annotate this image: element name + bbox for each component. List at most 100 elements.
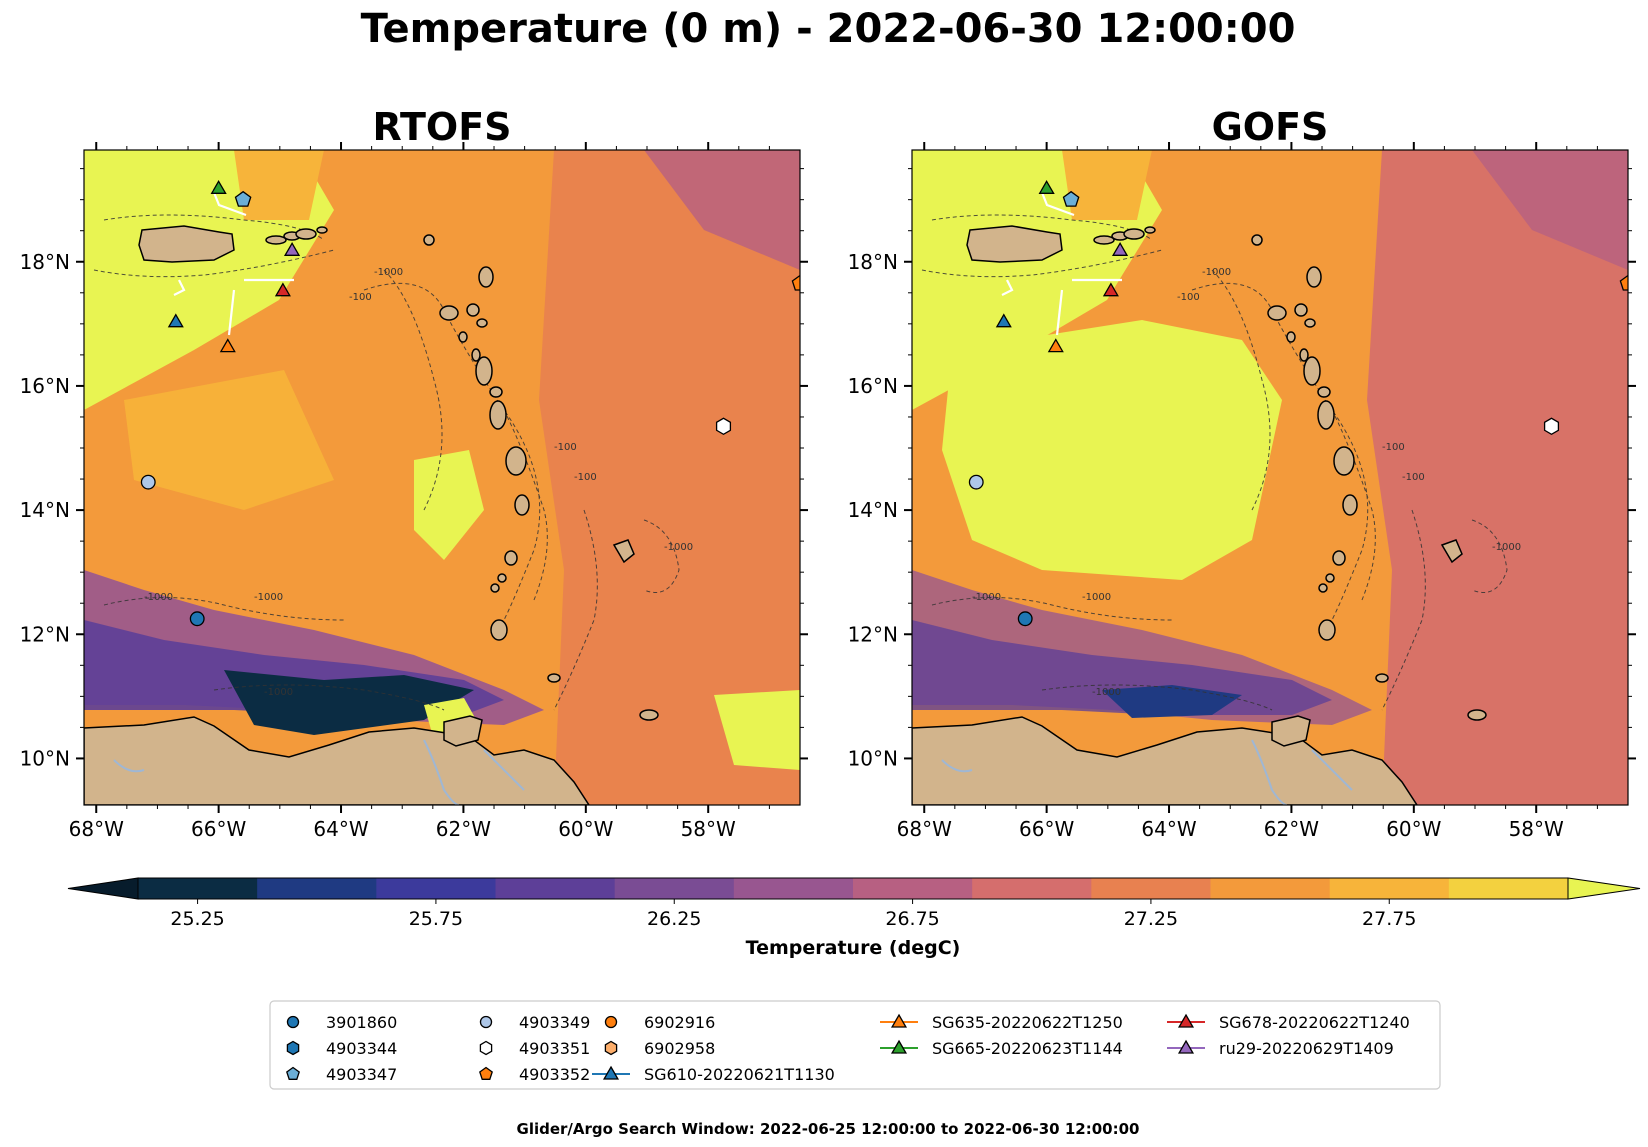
legend-symbol — [1177, 1039, 1195, 1054]
contour-label: -1000 — [1082, 592, 1111, 603]
colorbar-extend-low — [67, 877, 139, 900]
colorbar-bin — [495, 878, 616, 899]
legend-symbol — [479, 1040, 493, 1056]
y-tick-label: 16°N — [848, 374, 898, 398]
glider-track — [173, 279, 186, 296]
colorbar-bin — [853, 878, 973, 899]
colorbar-bin — [257, 878, 377, 899]
small-island — [1318, 619, 1336, 641]
river — [941, 759, 973, 773]
marker-SG678-20220622T1240 — [1102, 282, 1119, 297]
legend-label: 6902916 — [644, 1013, 715, 1032]
legend-label: SG678-20220622T1240 — [1219, 1013, 1410, 1032]
small-island — [1342, 494, 1358, 516]
small-island — [1375, 673, 1389, 683]
axis-ticks: 68°W 66°W 64°W 62°W 60°W 58°W 10°N 12°N 14°N 16°N… — [848, 142, 1636, 841]
small-island — [639, 709, 659, 721]
y-tick-label: 16°N — [20, 374, 70, 398]
bathymetry-contour — [503, 409, 548, 601]
bathymetry-contour — [931, 597, 1173, 621]
colorbar-bin — [1448, 878, 1569, 899]
bathymetry-contour — [363, 282, 541, 621]
river — [1251, 739, 1288, 805]
bathymetry-contour — [643, 519, 680, 593]
small-island — [1144, 226, 1156, 234]
small-island — [490, 619, 508, 641]
marker-ru29-20220629T1409 — [283, 242, 301, 256]
small-island — [1325, 573, 1335, 583]
warm-northeast-patch — [1472, 150, 1628, 270]
contour-label: -1000 — [1092, 687, 1121, 698]
legend: 3901860 4903344 4903347 4903349 4903351 49033… — [269, 1000, 1441, 1090]
x-tick-label: 68°W — [897, 817, 952, 841]
puerto-rico — [966, 225, 1063, 263]
marker-4903352 — [791, 274, 800, 291]
colorbar-bin — [733, 878, 854, 899]
barbados — [1440, 539, 1463, 564]
bathymetry-contour — [383, 269, 443, 511]
landmass — [84, 225, 659, 805]
small-island — [1286, 331, 1296, 343]
central-orange-patch — [124, 370, 334, 510]
y-tick-label: 14°N — [20, 498, 70, 522]
y-tick-label: 14°N — [848, 498, 898, 522]
barbados — [612, 539, 635, 564]
legend-symbol — [286, 1015, 300, 1029]
upwelling-band-mid — [912, 620, 1332, 715]
x-tick-label: 64°W — [1141, 817, 1196, 841]
x-tick-label: 66°W — [191, 817, 246, 841]
y-tick-label: 12°N — [848, 622, 898, 646]
small-island — [489, 386, 503, 398]
contour-label: -100 — [1177, 292, 1200, 303]
contour-label: -1000 — [254, 592, 283, 603]
legend-symbol — [1177, 1013, 1195, 1028]
legend-label: SG635-20220622T1250 — [932, 1013, 1123, 1032]
small-island — [1251, 234, 1263, 246]
legend-symbol — [604, 1040, 618, 1056]
legend-symbol — [890, 1013, 908, 1028]
marker-4903351 — [1543, 417, 1560, 436]
small-island — [1317, 386, 1331, 398]
river — [483, 749, 525, 791]
contour-label: -100 — [349, 292, 372, 303]
colorbar-tick-label: 26.75 — [885, 908, 939, 930]
colorbar-tick-label: 26.25 — [647, 908, 701, 930]
colorbar-bin — [1091, 878, 1211, 899]
small-island — [458, 331, 468, 343]
small-island — [1123, 228, 1145, 240]
x-tick-label: 58°W — [1509, 817, 1564, 841]
colorbar-tick-label: 25.75 — [409, 908, 463, 930]
river — [113, 759, 145, 773]
small-island — [497, 573, 507, 583]
rivers — [113, 739, 525, 805]
colorbar-bin — [1329, 878, 1450, 899]
colorbar-title: Temperature (degC) — [746, 937, 961, 959]
bathymetry-contour — [1331, 409, 1376, 601]
marker-ru29-20220629T1409 — [1111, 242, 1129, 256]
glider-track — [1055, 289, 1064, 336]
small-island — [475, 356, 493, 386]
axis-ticks: 68°W 66°W 64°W 62°W 60°W 58°W 10°N 12°N 14°N 16°N… — [20, 142, 808, 841]
map-frame — [83, 149, 801, 806]
marker-SG665-20220623T1144 — [1038, 180, 1055, 194]
x-tick-label: 66°W — [1019, 817, 1074, 841]
bathymetry-contour — [1191, 282, 1369, 621]
map-panel-rtofs: RTOFS-1000-1000-100-1000-1000-100-100-10… — [20, 105, 808, 841]
small-island — [478, 266, 494, 288]
marker-4903347 — [234, 190, 252, 207]
x-tick-label: 62°W — [436, 817, 491, 841]
bathymetry-contour — [103, 597, 345, 621]
marker-3901860 — [1017, 611, 1033, 627]
contour-label: -1000 — [664, 542, 693, 553]
legend-label: SG665-20220623T1144 — [932, 1039, 1123, 1058]
small-island — [1306, 266, 1322, 288]
warm-northeast-patch — [644, 150, 800, 270]
legend-symbol — [604, 1015, 618, 1029]
cool-southeast-patch — [714, 690, 800, 770]
small-island — [1333, 446, 1355, 476]
puerto-rico — [138, 225, 235, 263]
legend-label: 6902958 — [644, 1039, 715, 1058]
small-island — [1267, 305, 1287, 321]
contour-label: -1000 — [144, 592, 173, 603]
